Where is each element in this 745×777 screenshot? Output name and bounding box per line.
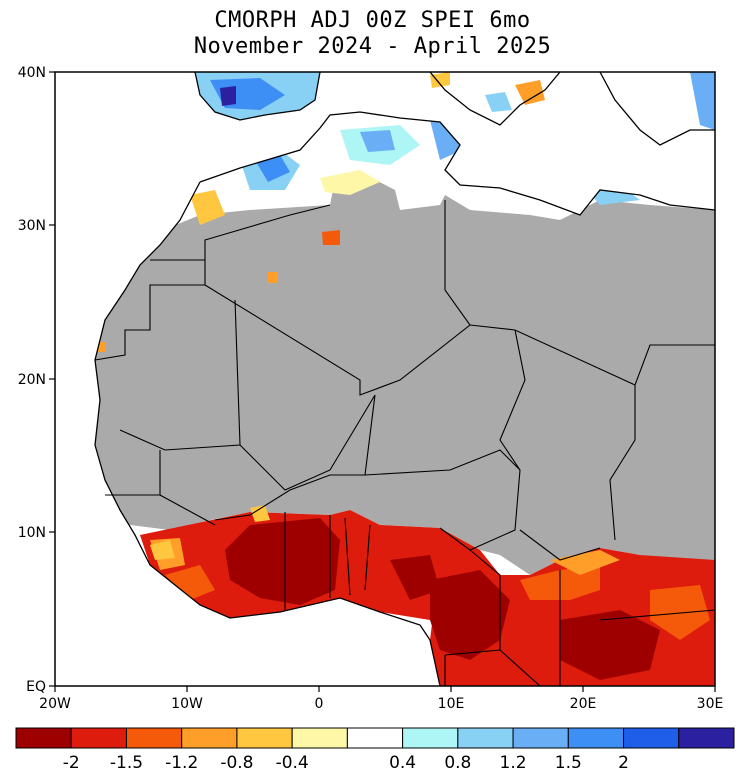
wet-patch-morocco-core — [255, 155, 290, 182]
map-title: CMORPH ADJ 00Z SPEI 6mo — [214, 8, 531, 33]
lon-label-10w: 10W — [171, 696, 203, 712]
dry-patch-atlas — [190, 190, 225, 225]
lat-labels: 40N 30N 20N 10N EQ — [18, 65, 46, 695]
lat-label-20n: 20N — [18, 372, 46, 388]
colorbar-swatch — [181, 727, 238, 749]
colorbar-swatch — [623, 727, 680, 749]
colorbar-tick-label: 2 — [618, 753, 629, 773]
colorbar-swatch — [457, 727, 514, 749]
colorbar-swatch — [70, 727, 127, 749]
severe-drought-3 — [560, 610, 660, 680]
colorbar-swatch — [236, 727, 293, 749]
mild-dry-3 — [550, 550, 620, 575]
axis-ticks — [49, 71, 716, 692]
colorbar-swatch — [125, 727, 183, 749]
map-subtitle: November 2024 - April 2025 — [193, 34, 552, 59]
lat-label-10n: 10N — [18, 525, 46, 541]
lon-labels: 20W 10W 0 10E 20E 30E — [39, 696, 723, 712]
lat-label-eq: EQ — [26, 679, 46, 695]
colorbar-swatch — [678, 727, 735, 749]
colorbar-tick-label: -0.8 — [220, 753, 253, 773]
severe-drought-1 — [225, 518, 340, 605]
lat-label-40n: 40N — [18, 65, 46, 81]
severe-drought-2 — [430, 570, 510, 660]
dry-spot-south-algeria — [322, 230, 340, 245]
dry-spot-west-sahara — [268, 272, 278, 283]
mild-dry-4 — [250, 505, 270, 522]
lon-label-30e: 30E — [697, 696, 724, 712]
colorbar-tick-label: -0.4 — [276, 753, 309, 773]
colorbar-swatch — [291, 727, 348, 749]
lon-label-20w: 20W — [39, 696, 71, 712]
colorbar-tick-label: -2 — [63, 753, 80, 773]
land-field — [95, 112, 715, 686]
colorbar-swatch — [567, 727, 625, 749]
severe-drought-4 — [390, 555, 440, 600]
mild-dry-2 — [150, 540, 175, 560]
colorbar-tick-label: 0.4 — [389, 753, 416, 773]
lon-label-0: 0 — [315, 696, 324, 712]
colorbar-tick-label: -1.2 — [165, 753, 198, 773]
colorbar-swatch — [512, 727, 569, 749]
colorbar-swatch — [346, 727, 404, 749]
borders — [94, 72, 715, 686]
europe-field — [195, 72, 715, 130]
colorbar-labels: -2 -1.5 -1.2 -0.8 -0.4 0.4 0.8 1.2 1.5 2 — [63, 753, 629, 773]
wet-patch-algeria-core — [360, 130, 395, 152]
lon-label-20e: 20E — [570, 696, 597, 712]
moderate-dry-3 — [165, 565, 215, 600]
lat-label-30n: 30N — [18, 218, 46, 234]
europe-coastline — [194, 72, 715, 146]
colorbar-tick-label: 1.5 — [555, 753, 582, 773]
lon-label-10e: 10E — [438, 696, 465, 712]
africa-coastline — [94, 111, 715, 686]
colorbar-swatch — [15, 727, 72, 749]
colorbar-tick-label: 1.2 — [500, 753, 527, 773]
dry-patch-algeria — [320, 170, 380, 195]
country-borders — [94, 200, 715, 686]
colorbar — [15, 727, 735, 749]
colorbar-tick-label: 0.8 — [444, 753, 471, 773]
dry-spot-coast — [98, 342, 106, 352]
colorbar-tick-label: -1.5 — [110, 753, 143, 773]
colorbar-swatch — [402, 727, 459, 749]
no-data-region — [95, 172, 715, 575]
